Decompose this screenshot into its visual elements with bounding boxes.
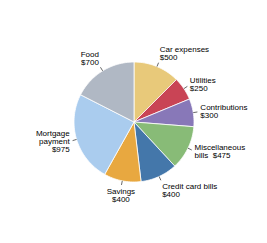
svg-text:Miscellaneousbills $475: Miscellaneousbills $475 <box>194 143 245 160</box>
svg-text:Car expenses$500: Car expenses$500 <box>160 45 209 62</box>
svg-text:Savings$400: Savings$400 <box>107 187 135 204</box>
svg-text:Mortgagepayment$975: Mortgagepayment$975 <box>36 129 71 154</box>
svg-text:Credit card bills$400: Credit card bills$400 <box>162 182 217 199</box>
svg-text:Food$700: Food$700 <box>81 50 100 67</box>
svg-text:Contributions$300: Contributions$300 <box>200 103 247 120</box>
svg-text:Utilities$250: Utilities$250 <box>190 76 216 93</box>
